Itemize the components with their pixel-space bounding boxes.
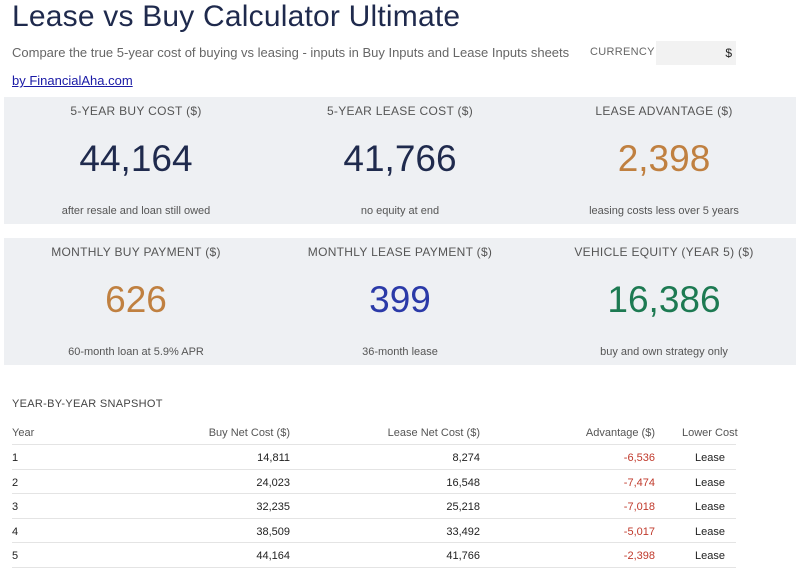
cell-lower-cost: Lease <box>695 525 725 538</box>
cell-lower-cost: Lease <box>695 550 725 562</box>
snapshot-table: Year Buy Net Cost ($) Lease Net Cost ($)… <box>12 420 738 568</box>
table-header-row: Year Buy Net Cost ($) Lease Net Cost ($)… <box>12 420 738 445</box>
table-row: 3 32,235 25,218 -7,018 Lease <box>12 494 736 519</box>
kpi-vehicle-equity: VEHICLE EQUITY (YEAR 5) ($) 16,386 buy a… <box>532 238 796 365</box>
kpi-monthly-lease: MONTHLY LEASE PAYMENT ($) 399 36-month l… <box>268 238 532 365</box>
cell-advantage: -2,398 <box>623 550 655 562</box>
kpi-value: 44,164 <box>79 138 193 179</box>
table-row: 2 24,023 16,548 -7,474 Lease <box>12 470 736 494</box>
kpi-label: LEASE ADVANTAGE ($) <box>595 104 733 118</box>
kpi-note: no equity at end <box>360 205 440 217</box>
cell-buy: 32,235 <box>256 501 290 513</box>
cell-year: 4 <box>12 525 19 538</box>
table-row: 5 44,164 41,766 -2,398 Lease <box>12 543 736 568</box>
kpi-lease-cost: 5-YEAR LEASE COST ($) 41,766 no equity a… <box>268 97 532 224</box>
cell-year: 2 <box>12 476 19 489</box>
cell-advantage: -5,017 <box>623 525 655 538</box>
kpi-value: 626 <box>105 279 167 320</box>
page-subtitle: Compare the true 5-year cost of buying v… <box>12 45 570 60</box>
kpi-buy-cost: 5-YEAR BUY COST ($) 44,164 after resale … <box>4 97 268 224</box>
kpi-band-totals: 5-YEAR BUY COST ($) 44,164 after resale … <box>4 97 796 224</box>
cell-lower-cost: Lease <box>695 452 725 464</box>
cell-buy: 24,023 <box>256 476 290 489</box>
cell-year: 3 <box>12 501 19 513</box>
cell-advantage: -7,018 <box>623 501 655 513</box>
cell-lease: 16,548 <box>446 476 480 489</box>
financialaha-link[interactable]: by FinancialAha.com <box>12 73 133 88</box>
kpi-note: buy and own strategy only <box>600 346 728 358</box>
cell-lease: 25,218 <box>446 501 480 513</box>
cell-lower-cost: Lease <box>695 476 725 489</box>
column-header-buy: Buy Net Cost ($) <box>208 427 290 439</box>
table-row: 1 14,811 8,274 -6,536 Lease <box>12 445 736 470</box>
cell-lease: 41,766 <box>446 550 480 562</box>
kpi-value: 41,766 <box>343 138 457 179</box>
kpi-label: 5-YEAR BUY COST ($) <box>70 104 202 118</box>
page-title: Lease vs Buy Calculator Ultimate <box>12 0 461 33</box>
column-header-lower-cost: Lower Cost <box>682 427 738 439</box>
table-row: 4 38,509 33,492 -5,017 Lease <box>12 519 736 543</box>
kpi-value: 16,386 <box>607 279 721 320</box>
cell-advantage: -6,536 <box>623 452 655 464</box>
kpi-value: 2,398 <box>617 138 711 179</box>
cell-buy: 38,509 <box>256 525 290 538</box>
snapshot-title: YEAR-BY-YEAR SNAPSHOT <box>12 398 163 410</box>
cell-lease: 8,274 <box>452 452 480 464</box>
kpi-note: leasing costs less over 5 years <box>589 205 739 217</box>
currency-label: CURRENCY <box>590 46 655 58</box>
cell-buy: 14,811 <box>257 452 290 464</box>
kpi-label: VEHICLE EQUITY (YEAR 5) ($) <box>574 245 754 259</box>
kpi-label: MONTHLY LEASE PAYMENT ($) <box>307 245 493 259</box>
column-header-advantage: Advantage ($) <box>585 427 655 439</box>
kpi-monthly-buy: MONTHLY BUY PAYMENT ($) 626 60-month loa… <box>4 238 268 365</box>
kpi-note: 60-month loan at 5.9% APR <box>68 346 204 358</box>
kpi-band-monthly: MONTHLY BUY PAYMENT ($) 626 60-month loa… <box>4 238 796 365</box>
column-header-lease: Lease Net Cost ($) <box>387 427 480 439</box>
cell-lease: 33,492 <box>446 525 480 538</box>
currency-input[interactable] <box>656 41 736 65</box>
kpi-lease-advantage: LEASE ADVANTAGE ($) 2,398 leasing costs … <box>532 97 796 224</box>
kpi-note: after resale and loan still owed <box>61 205 211 217</box>
column-header-year: Year <box>12 427 35 439</box>
cell-year: 5 <box>12 550 19 562</box>
kpi-label: MONTHLY BUY PAYMENT ($) <box>51 245 221 259</box>
kpi-value: 399 <box>369 279 431 320</box>
cell-lower-cost: Lease <box>695 501 725 513</box>
kpi-note: 36-month lease <box>362 346 438 358</box>
cell-buy: 44,164 <box>256 550 290 562</box>
cell-year: 1 <box>12 452 19 464</box>
kpi-label: 5-YEAR LEASE COST ($) <box>326 104 474 118</box>
cell-advantage: -7,474 <box>623 476 655 489</box>
